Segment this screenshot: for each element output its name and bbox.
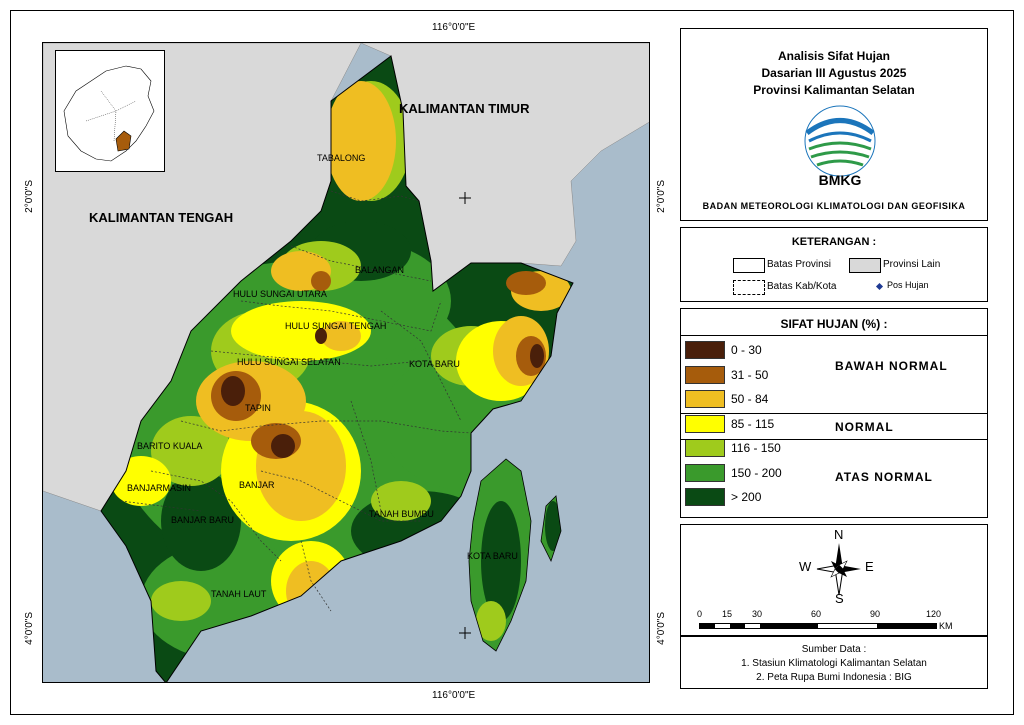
- bmkg-logo-text: BMKG: [819, 172, 862, 187]
- main-map: KALIMANTAN TIMUR KALIMANTAN TENGAH TABAL…: [42, 42, 650, 683]
- source-title: Sumber Data :: [801, 644, 867, 655]
- label-kota-baru-south: KOTA BARU: [467, 551, 518, 561]
- compass-n: N: [834, 527, 844, 542]
- coord-left-top: 2°0'0"S: [24, 180, 35, 213]
- coord-right-top: 2°0'0"S: [656, 180, 667, 213]
- scale-tick-90: 90: [870, 609, 881, 619]
- scale-tick-15: 15: [722, 609, 733, 619]
- label-kalimantan-tengah: KALIMANTAN TENGAH: [89, 210, 234, 225]
- title-panel: Analisis Sifat Hujan Dasarian III Agustu…: [680, 28, 988, 221]
- label-barito-kuala: BARITO KUALA: [137, 441, 203, 451]
- legend-range-label: 150 - 200: [731, 465, 782, 480]
- compass-w: W: [799, 559, 812, 574]
- coord-right-bottom: 4°0'0"S: [656, 612, 667, 645]
- inset-locator-map: [55, 50, 165, 172]
- scale-tick-30: 30: [752, 609, 763, 619]
- legend-swatch: [685, 439, 725, 457]
- pos-hujan-icon: [875, 282, 884, 291]
- compass-rose-icon: [816, 543, 861, 596]
- keterangan-title: KETERANGAN :: [791, 236, 877, 248]
- label-tanah-laut: TANAH LAUT: [211, 589, 267, 599]
- compass-s: S: [835, 591, 844, 606]
- legend-range-label: 31 - 50: [731, 367, 769, 382]
- coord-bottom: 116°0'0"E: [432, 690, 476, 701]
- legend-swatch: [685, 414, 725, 433]
- label-hulu-sungai-utara: HULU SUNGAI UTARA: [233, 289, 327, 299]
- legend-swatch: [685, 488, 725, 506]
- coord-left-bottom: 4°0'0"S: [24, 612, 35, 645]
- legend-separator-1: [681, 413, 987, 414]
- legend-range-label: 0 - 30: [731, 343, 762, 357]
- island-boundary: [468, 458, 562, 652]
- source-line1: 1. Stasiun Klimatologi Kalimantan Selata…: [741, 658, 927, 669]
- scale-bar: [699, 623, 937, 629]
- provinsi-lain-label: Provinsi Lain: [883, 259, 941, 270]
- legend-range-label: 50 - 84: [731, 392, 769, 406]
- keterangan-panel: KETERANGAN : Batas Provinsi Provinsi Lai…: [680, 227, 988, 302]
- bmkg-logo: BMKG: [804, 105, 876, 187]
- legend-swatch: [685, 365, 725, 384]
- label-tanah-bumbu: TANAH BUMBU: [369, 509, 434, 519]
- legend-swatch: [685, 390, 725, 408]
- title-line1: Analisis Sifat Hujan: [777, 49, 891, 63]
- pos-hujan-label: Pos Hujan: [887, 280, 929, 290]
- provinsi-lain-swatch: [849, 258, 881, 273]
- inset-highlight-kalsel: [115, 130, 132, 152]
- label-banjarmasin: BANJARMASIN: [127, 483, 192, 493]
- scale-unit: KM: [939, 621, 953, 631]
- label-kalimantan-timur: KALIMANTAN TIMUR: [399, 101, 530, 116]
- legend-range-label: 85 - 115: [731, 416, 775, 431]
- label-hulu-sungai-selatan: HULU SUNGAI SELATAN: [237, 357, 341, 367]
- coord-top: 116°0'0"E: [432, 22, 476, 33]
- label-kota-baru-north: KOTA BARU: [409, 359, 460, 369]
- legend-separator-2: [681, 439, 987, 440]
- legend-swatch: [685, 463, 725, 482]
- map-frame: [10, 10, 1014, 715]
- graticule-crosses: [459, 192, 471, 639]
- title-line2: Dasarian III Agustus 2025: [761, 66, 907, 80]
- legend-range-label: 116 - 150: [731, 441, 781, 455]
- label-tabalong: TABALONG: [317, 153, 366, 163]
- label-banjar: BANJAR: [239, 480, 275, 490]
- label-tapin: TAPIN: [245, 403, 271, 413]
- source-panel: Sumber Data : 1. Stasiun Klimatologi Kal…: [680, 636, 988, 689]
- scale-tick-120: 120: [926, 609, 942, 619]
- source-line2: 2. Peta Rupa Bumi Indonesia : BIG: [756, 672, 912, 683]
- batas-kab-swatch: [733, 280, 765, 295]
- district-boundaries: [120, 190, 472, 612]
- label-hulu-sungai-tengah: HULU SUNGAI TENGAH: [285, 321, 387, 331]
- category-bawah-normal: BAWAH NORMAL: [835, 359, 948, 373]
- scale-tick-0: 0: [697, 609, 703, 619]
- legend-range-label: > 200: [731, 490, 762, 504]
- category-atas-normal: ATAS NORMAL: [835, 470, 933, 484]
- scale-tick-60: 60: [811, 609, 822, 619]
- category-normal: NORMAL: [835, 420, 894, 434]
- agency-name: BADAN METEOROLOGI KLIMATOLOGI DAN GEOFIS…: [702, 201, 966, 211]
- batas-provinsi-label: Batas Provinsi: [767, 259, 831, 270]
- compass-scale-panel: N S E W 0 15 30 60 90 120 KM: [680, 524, 988, 636]
- province-boundary: [100, 55, 574, 682]
- legend-title: SIFAT HUJAN (%) :: [780, 317, 888, 331]
- title-line3: Provinsi Kalimantan Selatan: [753, 83, 915, 97]
- map-svg: [43, 43, 649, 682]
- inset-svg: [63, 65, 155, 162]
- label-balangan: BALANGAN: [355, 265, 405, 275]
- batas-kab-label: Batas Kab/Kota: [767, 281, 837, 292]
- legend-swatch: [685, 341, 725, 359]
- compass-e: E: [865, 559, 874, 574]
- batas-provinsi-swatch: [733, 258, 765, 273]
- legend-panel: SIFAT HUJAN (%) : 0 - 30 31 - 50 50 - 84 85…: [680, 308, 988, 518]
- label-banjar-baru: BANJAR BARU: [171, 515, 235, 525]
